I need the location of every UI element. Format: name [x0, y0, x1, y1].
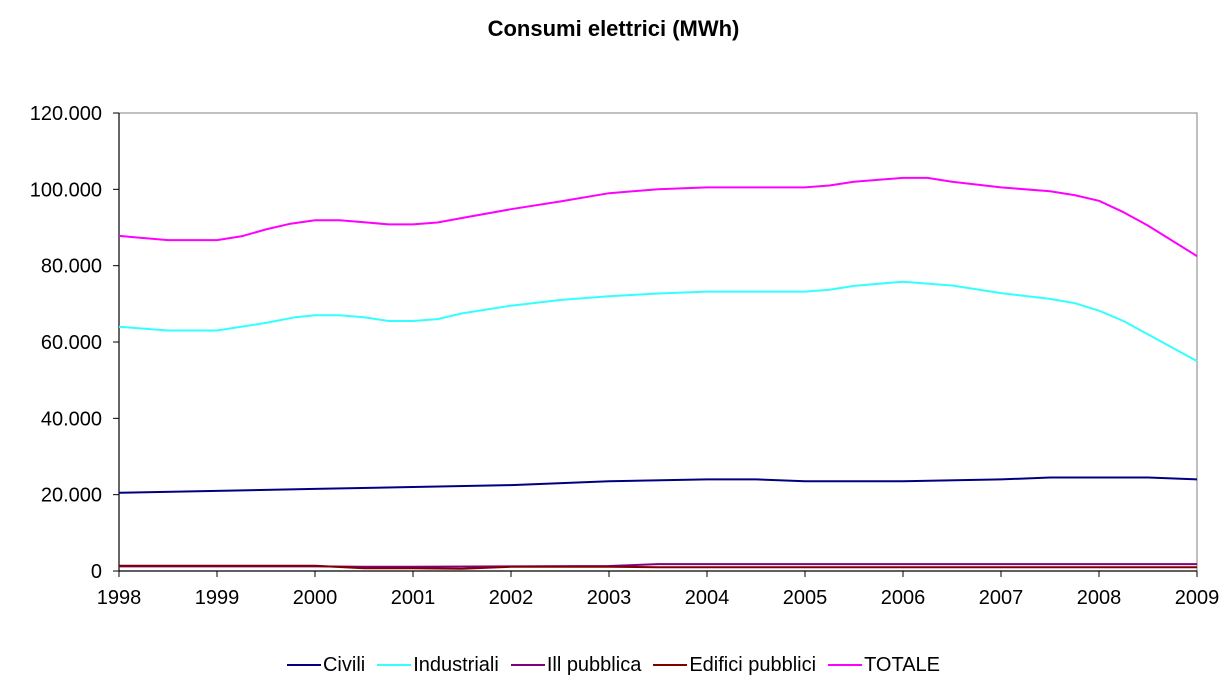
y-tick-label: 60.000: [41, 332, 102, 354]
legend-item-totale: TOTALE: [828, 654, 940, 677]
y-tick-label: 120.000: [30, 103, 102, 125]
legend-swatch: [286, 664, 321, 666]
x-tick-label: 1999: [195, 587, 240, 609]
series-line-totale: [118, 176, 1198, 257]
y-tick-label: 100.000: [30, 179, 102, 201]
x-tick-label: 2006: [881, 587, 926, 609]
x-tick-label: 2007: [979, 587, 1024, 609]
y-tick-label: 80.000: [41, 256, 102, 278]
x-tick-label: 2000: [293, 587, 338, 609]
x-tick-label: 2001: [391, 587, 436, 609]
series-line-civili: [118, 476, 1198, 494]
legend-item-industriali: Industriali: [377, 654, 499, 677]
y-tick-label: 40.000: [41, 408, 102, 430]
series-line-industriali: [118, 280, 1198, 362]
x-tick-label: 2002: [489, 587, 534, 609]
x-tick-label: 2004: [685, 587, 730, 609]
series-line-edifici-pubblici: [119, 564, 1197, 570]
y-tick-label: 20.000: [41, 485, 102, 507]
x-tick-label: 2003: [587, 587, 632, 609]
x-tick-label: 2005: [783, 587, 828, 609]
y-tick-label: 0: [91, 561, 102, 583]
plot-area-frame: [118, 112, 1198, 572]
legend-swatch: [653, 664, 688, 666]
legend-swatch: [510, 664, 545, 666]
legend-swatch: [377, 664, 412, 666]
legend-label: Industriali: [413, 653, 499, 676]
x-tick-label: 1998: [97, 587, 142, 609]
legend-label: Civili: [322, 653, 366, 676]
chart-title: Consumi elettrici (MWh): [487, 16, 740, 41]
legend-item-edifici-pubblici: Edifici pubblici: [653, 654, 816, 677]
legend-item-civili: Civili: [286, 653, 366, 677]
legend-label: Edifici pubblici: [689, 653, 817, 676]
legend-swatch: [828, 664, 863, 666]
legend-item-ill-pubblica: Ill pubblica: [510, 653, 642, 677]
x-tick-label: 2008: [1077, 587, 1122, 609]
x-tick-label: 2009: [1175, 587, 1220, 609]
legend-label: Ill pubblica: [546, 653, 642, 676]
legend-label: TOTALE: [864, 653, 941, 676]
chart-legend: Civili Industriali Ill pubblica Edifici pub…: [0, 648, 1227, 682]
